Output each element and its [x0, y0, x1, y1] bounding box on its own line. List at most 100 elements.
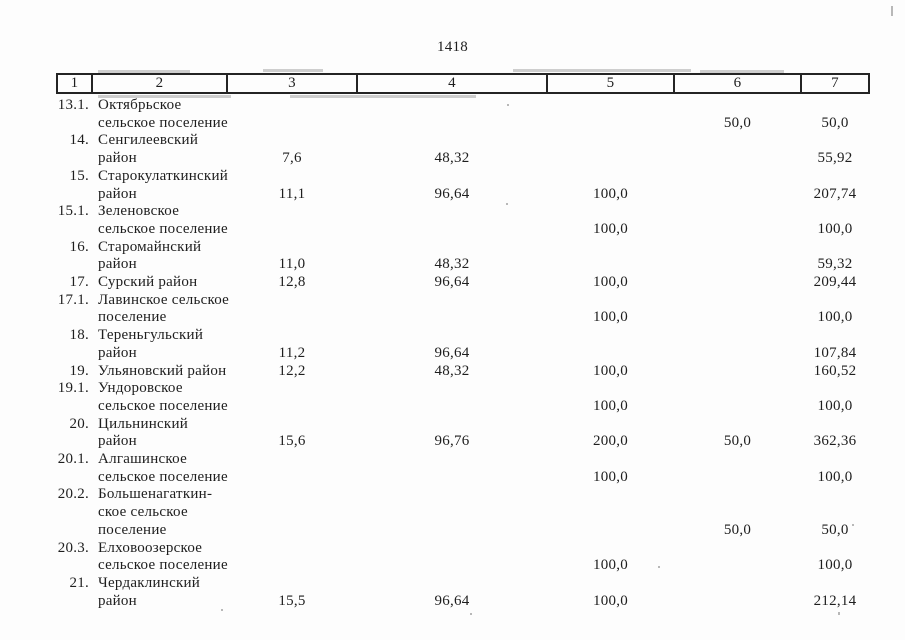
table-row: 19. Ульяновский район 12,2 48,32 100,0 1… [57, 363, 869, 381]
row-col4 [357, 486, 547, 539]
row-index: 15. [69, 167, 89, 184]
row-col5 [547, 239, 674, 274]
page-number: 1418 [437, 39, 468, 55]
table-row: 20.3. Елховоозерское сельское поселение … [57, 540, 869, 575]
table-body: 13.1. Октябрьское сельское поселение 50,… [57, 93, 869, 610]
row-name: Большенагаткин- ское сельское поселение [98, 486, 213, 538]
scan-speck [891, 6, 893, 16]
table-row: 19.1. Ундоровское сельское поселение 100… [57, 380, 869, 415]
row-col4 [357, 203, 547, 238]
row-col4 [357, 380, 547, 415]
row-index: 20.2. [57, 486, 89, 503]
row-name: Цильнинский район [98, 415, 189, 450]
table-header-row: 1 2 3 4 5 6 7 [56, 73, 870, 94]
row-name: Елховоозерское сельское поселение [98, 539, 228, 574]
row-col6: 50,0 [723, 114, 752, 131]
row-col4: 96,76 [434, 433, 470, 450]
row-col4: 96,64 [434, 344, 470, 361]
row-col5: 100,0 [593, 362, 628, 379]
row-col7: 100,0 [817, 397, 853, 414]
row-name: Лавинское сельское поселение [98, 291, 230, 326]
row-col3: 15,6 [278, 433, 306, 450]
row-col6 [674, 239, 801, 274]
row-col3 [227, 203, 357, 238]
scan-speck [221, 609, 223, 611]
row-index: 19. [69, 362, 89, 379]
table-row: 13.1. Октябрьское сельское поселение 50,… [57, 93, 869, 132]
scan-speck [852, 524, 854, 526]
row-index: 20.3. [57, 539, 89, 556]
table-row: 14. Сенгилеевский район 7,6 48,32 55,92 [57, 132, 869, 167]
row-col7: 50,0 [821, 521, 849, 538]
column-header-5: 5 [546, 73, 675, 94]
row-index: 20.1. [57, 451, 89, 468]
column-header-2: 2 [91, 73, 228, 94]
row-col7: 100,0 [817, 557, 853, 574]
table-row: 15. Старокулаткинский район 11,1 96,64 1… [57, 168, 869, 203]
row-col7: 212,14 [813, 592, 857, 609]
row-col4 [357, 93, 547, 132]
row-col4: 48,32 [434, 256, 470, 273]
row-col7: 207,74 [813, 185, 857, 202]
row-col6 [674, 327, 801, 362]
row-name: Чердаклинский район [98, 574, 201, 609]
row-col5: 100,0 [593, 397, 628, 414]
row-col5: 100,0 [593, 309, 628, 326]
row-col6 [674, 380, 801, 415]
row-col7: 55,92 [817, 150, 853, 167]
row-col7: 107,84 [813, 344, 857, 361]
row-col5 [547, 93, 674, 132]
scan-speck [507, 104, 509, 106]
row-col3 [227, 540, 357, 575]
table-row: 20.1. Алгашинское сельское поселение 100… [57, 451, 869, 486]
table-row: 17. Сурский район 12,8 96,64 100,0 209,4… [57, 274, 869, 292]
row-col4: 96,64 [434, 592, 470, 609]
row-col3: 7,6 [282, 150, 302, 167]
row-name: Тереньгульский район [98, 327, 204, 361]
row-col6 [674, 274, 801, 292]
row-index: 14. [69, 132, 89, 149]
column-header-4: 4 [356, 73, 548, 94]
row-col7: 59,32 [817, 256, 853, 273]
row-index: 20. [69, 415, 89, 432]
document-page: 1418 1 2 3 4 5 6 7 13.1. Октябрьское сел… [56, 6, 893, 615]
row-col7: 209,44 [813, 274, 857, 291]
table-row: 15.1. Зеленовское сельское поселение 100… [57, 203, 869, 238]
row-col3 [227, 292, 357, 327]
row-col5 [547, 486, 674, 539]
row-col3: 11,1 [278, 185, 306, 202]
scan-artifact [98, 95, 231, 98]
data-table: 1 2 3 4 5 6 7 13.1. Октябрьское сельское… [56, 73, 870, 610]
row-col4: 48,32 [434, 150, 470, 167]
row-col6 [674, 575, 801, 610]
row-col7: 160,52 [813, 362, 857, 379]
row-col6 [674, 292, 801, 327]
table-row: 20. Цильнинский район 15,6 96,76 200,0 5… [57, 416, 869, 451]
row-col5: 100,0 [593, 185, 628, 202]
row-col7: 50,0 [821, 114, 849, 131]
row-index: 19.1. [57, 380, 89, 397]
row-col5: 100,0 [593, 274, 628, 291]
row-name: Старомайнский район [98, 238, 202, 273]
row-index: 17. [69, 274, 89, 291]
scan-speck [658, 566, 660, 568]
row-col5: 100,0 [593, 592, 628, 609]
row-index: 16. [69, 238, 89, 255]
row-name: Сенгилеевский район [98, 132, 199, 167]
row-name: Ульяновский район [98, 362, 227, 379]
row-col4: 48,32 [434, 362, 470, 379]
row-name: Алгашинское сельское поселение [98, 451, 228, 485]
row-col6 [674, 168, 801, 203]
scan-speck [838, 612, 840, 615]
scan-artifact [98, 70, 190, 73]
table-row: 16. Старомайнский район 11,0 48,32 59,32 [57, 239, 869, 274]
row-col4 [357, 540, 547, 575]
row-col3 [227, 451, 357, 486]
scan-speck [506, 203, 508, 205]
row-col5: 100,0 [593, 220, 628, 237]
row-col7: 362,36 [813, 433, 857, 450]
scan-artifact [513, 69, 691, 72]
row-col5 [547, 132, 674, 167]
row-col4 [357, 292, 547, 327]
row-col6 [674, 540, 801, 575]
